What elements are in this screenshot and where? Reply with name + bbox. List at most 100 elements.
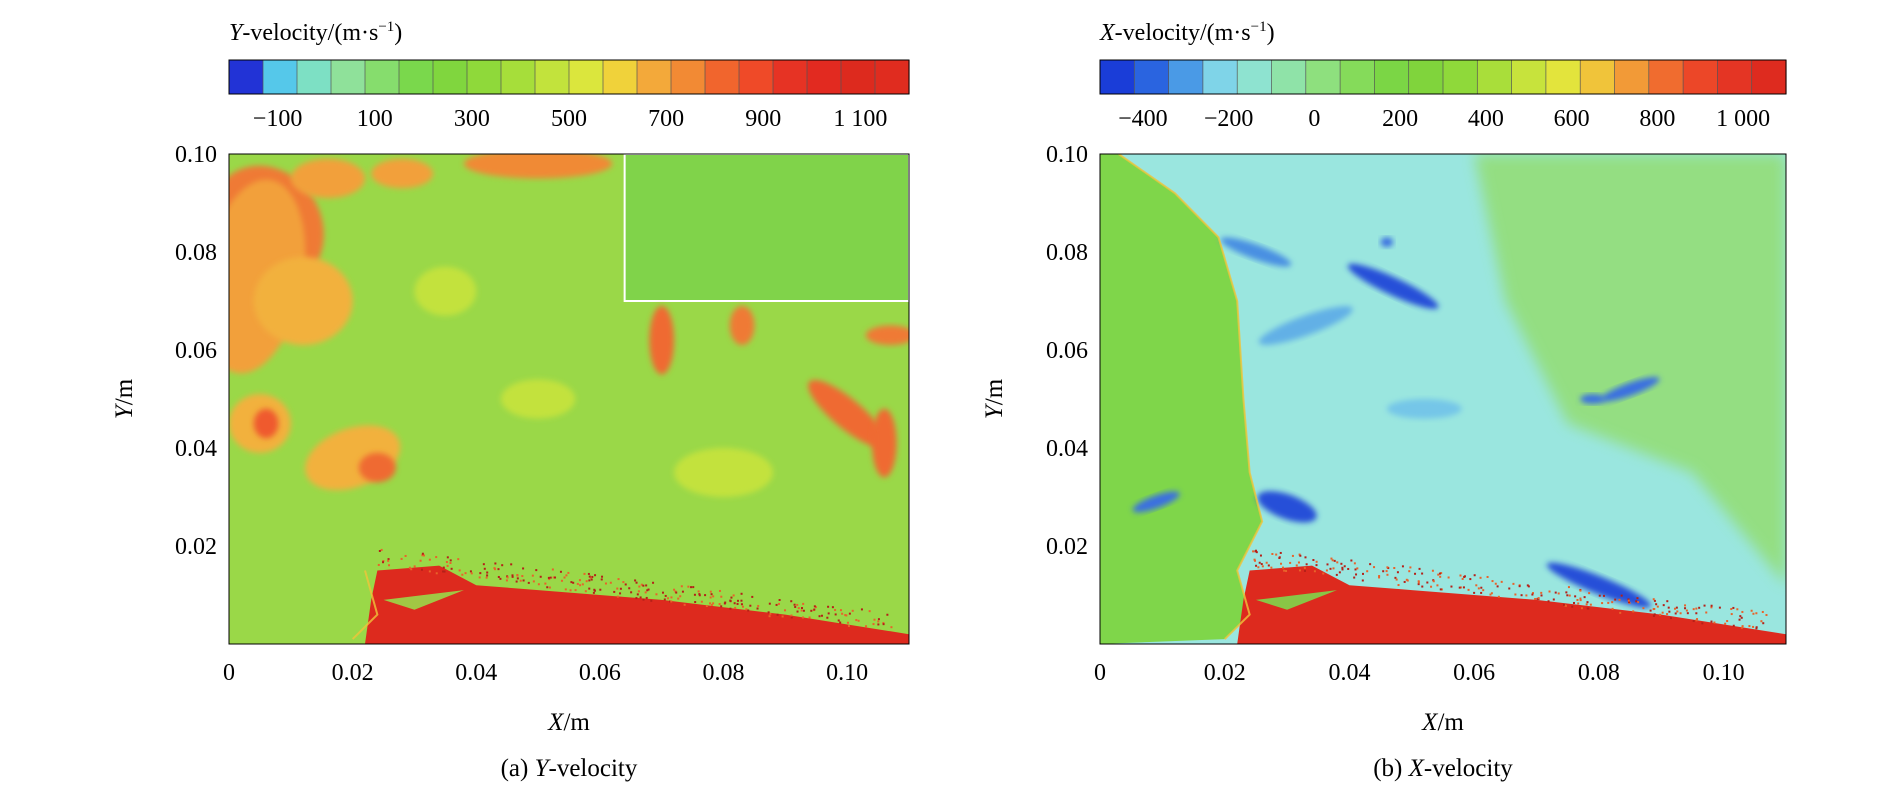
- speckle: [827, 605, 830, 608]
- speckle: [768, 602, 771, 605]
- speckle: [757, 604, 760, 607]
- speckle: [522, 567, 525, 570]
- speckle: [510, 563, 513, 566]
- speckle: [1692, 608, 1695, 611]
- colorbar-tick-label: 900: [745, 106, 781, 132]
- speckle: [796, 610, 799, 613]
- x-axis-label-b: X/m: [1421, 709, 1464, 736]
- speckle: [1298, 569, 1301, 572]
- speckle: [1496, 585, 1499, 588]
- colorbar-tick-label: 700: [648, 106, 684, 132]
- speckle: [1361, 579, 1364, 582]
- speckle: [1552, 598, 1555, 601]
- speckle: [548, 578, 551, 581]
- speckle: [461, 573, 464, 576]
- speckle: [1331, 559, 1334, 562]
- speckle: [1679, 612, 1682, 615]
- speckle: [709, 590, 712, 593]
- speckle: [1755, 627, 1758, 630]
- y-axis-var-b: Y: [981, 402, 1008, 419]
- colorbar-tick-label: −100: [253, 106, 303, 132]
- speckle: [443, 570, 446, 573]
- speckle: [1526, 584, 1529, 587]
- colorbar-title-exp: −1: [1251, 19, 1267, 35]
- speckle: [877, 620, 880, 623]
- speckle: [1386, 566, 1389, 569]
- velocity-feature: [649, 305, 675, 375]
- speckle: [1653, 599, 1656, 602]
- speckle: [831, 606, 834, 609]
- speckle: [1611, 601, 1614, 604]
- speckle: [422, 554, 425, 557]
- speckle: [1494, 582, 1497, 585]
- x-tick-label: 0.06: [1453, 660, 1495, 686]
- colorbar-swatch: [875, 60, 910, 94]
- speckle: [847, 625, 850, 628]
- speckle: [734, 606, 737, 609]
- colorbar-swatch: [331, 60, 366, 94]
- speckle: [1432, 579, 1435, 582]
- speckle: [644, 591, 647, 594]
- velocity-feature: [729, 305, 755, 346]
- speckle: [1653, 607, 1656, 610]
- speckle: [1336, 561, 1339, 564]
- speckle: [845, 614, 848, 617]
- speckle: [718, 603, 721, 606]
- colorbar-title-var: Y: [229, 20, 245, 46]
- x-tick-label: 0: [1094, 660, 1106, 686]
- speckle: [747, 609, 750, 612]
- speckle: [579, 584, 582, 587]
- speckle: [1354, 568, 1357, 571]
- speckle: [1459, 574, 1462, 577]
- velocity-feature: [1386, 399, 1462, 419]
- speckle: [802, 616, 805, 619]
- speckle: [655, 593, 658, 596]
- speckle: [387, 559, 390, 562]
- speckle: [652, 581, 655, 584]
- speckle: [1260, 563, 1263, 566]
- speckle: [634, 579, 637, 582]
- velocity-feature: [1380, 237, 1394, 248]
- speckle: [712, 602, 715, 605]
- speckle: [740, 603, 743, 606]
- speckle: [1740, 616, 1743, 619]
- colorbar-swatch: [365, 60, 400, 94]
- speckle: [1531, 592, 1534, 595]
- speckle: [778, 599, 781, 602]
- speckle: [868, 610, 871, 613]
- speckle: [1611, 607, 1614, 610]
- speckle: [645, 596, 648, 599]
- speckle: [813, 605, 816, 608]
- speckle: [576, 582, 579, 585]
- speckle: [578, 579, 581, 582]
- reaction-gap: [1255, 590, 1337, 610]
- speckle: [741, 605, 744, 608]
- speckle: [1417, 583, 1420, 586]
- speckle: [1587, 607, 1590, 610]
- speckle: [1583, 596, 1586, 599]
- speckle: [408, 566, 411, 569]
- speckle: [794, 605, 797, 608]
- speckle: [1395, 578, 1398, 581]
- speckle: [1567, 586, 1570, 589]
- speckle: [683, 603, 686, 606]
- speckle: [1418, 567, 1421, 570]
- speckle: [563, 576, 566, 579]
- speckle: [710, 593, 713, 596]
- y-tick-label: 0.10: [1046, 142, 1088, 168]
- velocity-feature: [1258, 306, 1353, 345]
- colorbar-swatch: [1374, 60, 1410, 94]
- velocity-feature: [674, 448, 773, 497]
- speckle: [740, 599, 743, 602]
- colorbar-tick-label: 0: [1308, 106, 1320, 132]
- speckle: [420, 568, 423, 571]
- speckle: [1572, 601, 1575, 604]
- speckle: [535, 569, 538, 572]
- speckle: [1385, 570, 1388, 573]
- velocity-feature: [871, 408, 897, 478]
- y-tick-label: 0.06: [1046, 338, 1088, 364]
- speckle: [749, 604, 752, 607]
- speckle: [1426, 581, 1429, 584]
- speckle: [1548, 590, 1551, 593]
- speckle: [1271, 552, 1274, 555]
